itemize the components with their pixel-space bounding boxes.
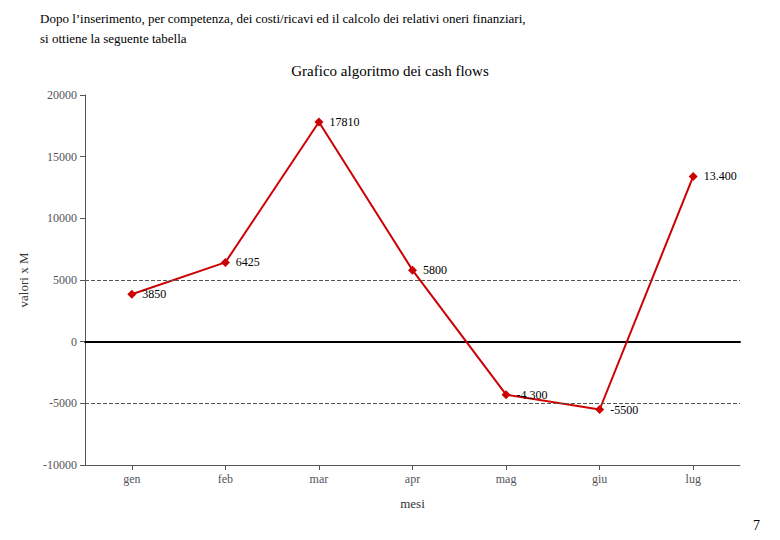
svg-text:17810: 17810: [329, 115, 359, 129]
svg-text:-5500: -5500: [610, 403, 638, 417]
svg-text:5000: 5000: [53, 273, 77, 287]
svg-text:5800: 5800: [423, 263, 447, 277]
svg-text:mar: mar: [310, 472, 329, 486]
svg-text:7: 7: [753, 518, 760, 533]
svg-text:13.400: 13.400: [704, 169, 737, 183]
svg-text:20000: 20000: [47, 88, 77, 102]
svg-text:0: 0: [71, 335, 77, 349]
svg-text:-5000: -5000: [49, 396, 77, 410]
svg-text:valori x M: valori x M: [16, 252, 31, 307]
svg-text:Dopo l’inserimento, per compet: Dopo l’inserimento, per competenza, dei …: [40, 11, 526, 26]
svg-text:-10000: -10000: [43, 458, 77, 472]
svg-text:gen: gen: [123, 472, 140, 486]
svg-text:giu: giu: [592, 472, 607, 486]
svg-text:feb: feb: [218, 472, 233, 486]
svg-text:6425: 6425: [236, 255, 260, 269]
svg-text:-4.300: -4.300: [517, 388, 548, 402]
svg-text:apr: apr: [405, 472, 420, 486]
svg-text:mag: mag: [496, 472, 517, 486]
svg-text:mesi: mesi: [400, 496, 425, 511]
svg-text:10000: 10000: [47, 211, 77, 225]
svg-text:Grafico algoritmo dei cash flo: Grafico algoritmo dei cash flows: [291, 63, 489, 79]
svg-text:si ottiene la seguente tabella: si ottiene la seguente tabella: [40, 31, 187, 46]
svg-text:3850: 3850: [142, 287, 166, 301]
svg-text:15000: 15000: [47, 150, 77, 164]
svg-text:lug: lug: [686, 472, 701, 486]
